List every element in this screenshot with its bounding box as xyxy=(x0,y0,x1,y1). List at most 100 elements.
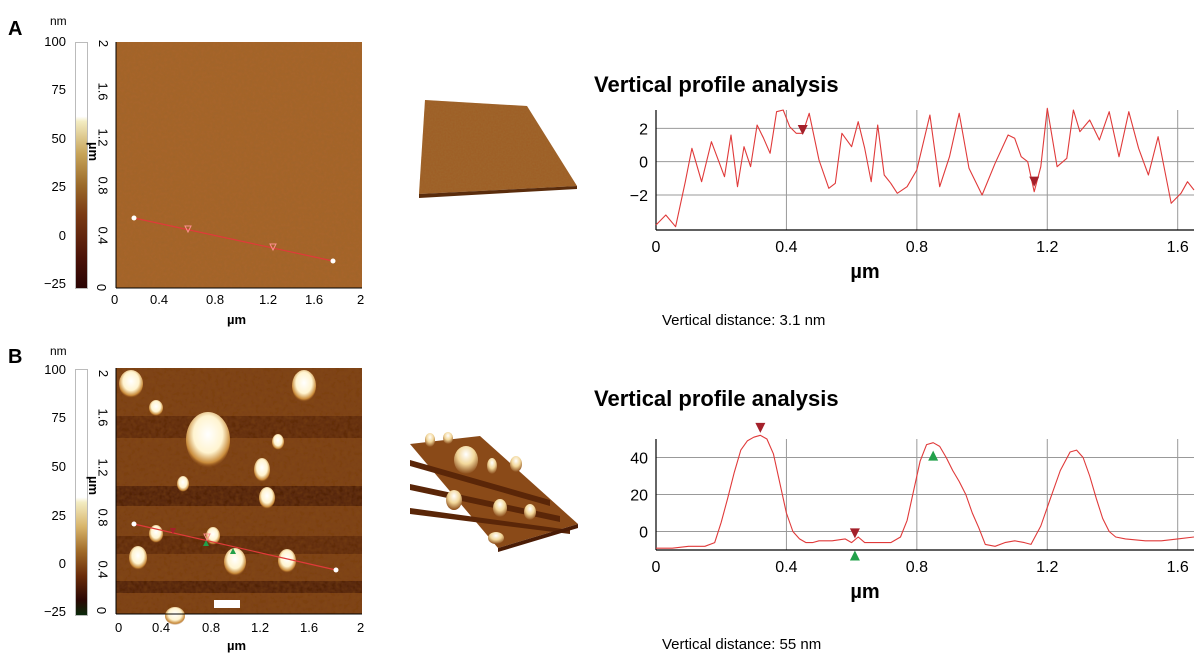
panel-letter-b: B xyxy=(8,346,23,368)
x-tick-label: 0 xyxy=(652,239,661,256)
profile-series-line xyxy=(656,434,1195,549)
particle xyxy=(129,546,147,570)
x-tick: 0.4 xyxy=(150,292,169,307)
peak xyxy=(524,504,536,520)
scale-unit-a: nm xyxy=(50,14,67,28)
cursor-marker xyxy=(849,550,860,561)
x-tick: 0 xyxy=(111,292,119,307)
scale-tick: −25 xyxy=(43,604,66,619)
peak xyxy=(443,432,453,444)
surface-3d xyxy=(410,436,578,548)
x-axis-label: µm xyxy=(850,261,879,283)
y-tick: 1.6 xyxy=(95,408,111,427)
color-scale-bar-a xyxy=(75,42,88,289)
scale-tick: 0 xyxy=(58,556,66,571)
particle xyxy=(186,412,230,468)
profile-endpoint xyxy=(131,521,137,527)
particle xyxy=(206,527,220,545)
color-scale-bar-b xyxy=(75,369,88,616)
x-tick: 0.8 xyxy=(206,292,225,307)
x-tick-label: 0.8 xyxy=(906,239,928,256)
x-tick-label: 1.6 xyxy=(1167,559,1189,576)
x-tick: 1.2 xyxy=(251,620,270,635)
cursor-marker xyxy=(797,125,808,135)
y-tick: 2 xyxy=(96,369,112,378)
scale-tick: 75 xyxy=(51,410,66,425)
x-tick-label: 0.8 xyxy=(906,559,928,576)
cursor-marker xyxy=(1029,176,1040,187)
x-axis-label: µm xyxy=(227,638,247,653)
particle xyxy=(165,607,185,625)
y-tick: 2 xyxy=(96,39,112,48)
afm-image-a xyxy=(115,42,362,289)
scale-tick: 75 xyxy=(51,82,66,97)
y-tick: 0.8 xyxy=(95,508,111,527)
y-tick-label: 20 xyxy=(630,488,648,505)
scale-tick: 100 xyxy=(44,34,66,49)
particle xyxy=(272,434,284,450)
y-tick: 0.8 xyxy=(95,176,111,195)
cursor-marker xyxy=(849,528,860,539)
cursor-marker xyxy=(184,225,192,234)
peak xyxy=(454,446,478,474)
y-axis-label: µm xyxy=(86,141,102,162)
particle xyxy=(224,548,246,576)
scale-tick: 25 xyxy=(51,179,66,194)
afm-3d-view-b xyxy=(410,432,578,552)
particle xyxy=(292,370,316,402)
cursor-marker xyxy=(170,528,176,534)
y-tick: 0.4 xyxy=(95,226,111,245)
x-tick: 0.4 xyxy=(152,620,171,635)
x-tick: 2 xyxy=(357,292,365,307)
cursor-marker xyxy=(269,243,277,252)
y-tick: 0 xyxy=(94,283,110,292)
scale-tick: 100 xyxy=(44,362,66,377)
x-tick-label: 1.6 xyxy=(1167,239,1189,256)
cursor-marker xyxy=(928,450,939,461)
x-tick-label: 1.2 xyxy=(1036,559,1058,576)
vertical-distance-b: Vertical distance: 55 nm xyxy=(662,636,822,653)
scale-unit-b: nm xyxy=(50,344,67,358)
scale-tick: 50 xyxy=(51,131,66,146)
vertical-distance-a: Vertical distance: 3.1 nm xyxy=(662,312,826,329)
peak xyxy=(425,433,435,447)
x-tick-label: 0 xyxy=(652,559,661,576)
profile-chart-a: 0 0.4 0.8 1.2 1.6 2 0 −2 µm xyxy=(630,107,1195,283)
peak xyxy=(510,456,522,472)
particle xyxy=(214,600,240,608)
x-tick: 2 xyxy=(357,620,365,635)
profile-title-b: Vertical profile analysis xyxy=(594,386,839,411)
x-tick: 0 xyxy=(115,620,123,635)
particle xyxy=(177,476,189,492)
scale-tick: 0 xyxy=(58,228,66,243)
profile-endpoint xyxy=(131,215,137,221)
particle xyxy=(278,549,296,573)
cursor-marker xyxy=(203,533,211,542)
x-tick-label: 1.2 xyxy=(1036,239,1058,256)
y-tick-label: 40 xyxy=(630,451,648,468)
x-tick-label: 0.4 xyxy=(775,559,797,576)
profile-series-line xyxy=(655,107,1195,228)
peak xyxy=(493,499,507,517)
y-tick-label: 0 xyxy=(639,155,648,172)
y-tick: 0.4 xyxy=(95,560,111,579)
cursor-marker xyxy=(230,548,236,554)
panel-letter-a: A xyxy=(8,18,23,40)
x-axis-label: µm xyxy=(227,312,247,327)
peak xyxy=(487,458,497,474)
scale-tick: 25 xyxy=(51,508,66,523)
peak xyxy=(446,490,462,510)
y-tick-label: 2 xyxy=(639,121,648,138)
y-axis-label: µm xyxy=(86,475,102,496)
profile-line xyxy=(133,523,337,571)
y-tick-label: 0 xyxy=(639,525,648,542)
particle xyxy=(119,370,143,398)
peak xyxy=(488,532,504,544)
profile-title-a: Vertical profile analysis xyxy=(594,72,839,97)
cursor-marker xyxy=(755,422,766,433)
x-tick: 0.8 xyxy=(202,620,221,635)
x-tick: 1.6 xyxy=(305,292,324,307)
afm-image-b xyxy=(115,368,362,625)
x-tick-label: 0.4 xyxy=(775,239,797,256)
scale-tick: −25 xyxy=(43,276,66,291)
